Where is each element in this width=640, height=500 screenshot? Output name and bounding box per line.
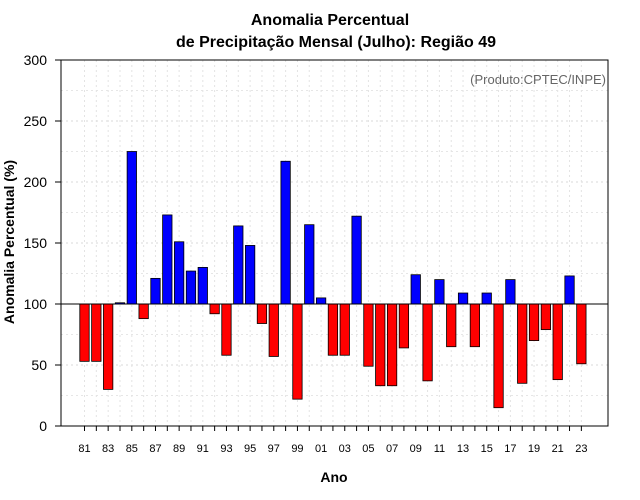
x-tick-label: 01	[315, 443, 327, 455]
bar-10	[422, 303, 433, 382]
bar-98	[280, 160, 291, 305]
bar-00	[304, 224, 315, 305]
x-tick-label: 83	[102, 443, 114, 455]
bar-99	[292, 303, 303, 400]
bar-87	[150, 277, 161, 305]
x-tick-label: 89	[173, 443, 185, 455]
bar-96	[256, 303, 268, 324]
bar-07	[386, 303, 398, 387]
chart-title-line1: Anomalia Percentual	[251, 12, 409, 29]
bar-82	[91, 303, 102, 362]
x-tick-label: 19	[528, 443, 540, 455]
bar-21	[552, 303, 563, 381]
bar-91	[197, 266, 208, 305]
bar-22	[564, 275, 575, 305]
x-tick-label: 23	[575, 443, 587, 455]
bar-90	[185, 270, 197, 305]
bar-92	[209, 303, 220, 315]
bar-88	[162, 214, 173, 305]
bar-11	[434, 279, 445, 305]
x-tick-label: 05	[362, 443, 374, 455]
bar-08	[398, 303, 410, 349]
x-tick-label: 99	[291, 443, 303, 455]
y-tick-label: 200	[24, 174, 48, 190]
y-axis: 0 50 100 150 200 250 300	[24, 52, 61, 434]
y-tick-label: 300	[24, 52, 48, 68]
bar-12	[446, 303, 457, 348]
bar-23	[576, 303, 587, 365]
x-tick-label: 95	[244, 443, 256, 455]
x-axis-label: Ano	[320, 469, 347, 485]
bar-03	[339, 303, 350, 356]
bars-group	[79, 151, 587, 409]
bar-13	[457, 292, 469, 305]
x-tick-label: 21	[552, 443, 564, 455]
bar-14	[469, 303, 480, 348]
bar-94	[233, 225, 244, 305]
y-tick-label: 150	[24, 235, 48, 251]
bar-89	[174, 241, 185, 305]
bar-18	[517, 303, 528, 384]
x-tick-label: 03	[339, 443, 351, 455]
x-tick-label: 87	[149, 443, 161, 455]
bar-17	[505, 279, 516, 305]
bar-95	[245, 245, 256, 305]
x-tick-label: 07	[386, 443, 398, 455]
x-tick-label: 09	[410, 443, 422, 455]
bar-01	[315, 297, 327, 305]
chart-title-line2: de Precipitação Mensal (Julho): Região 4…	[176, 34, 496, 51]
bar-05	[363, 303, 374, 367]
x-tick-label: 81	[78, 443, 90, 455]
bar-83	[103, 303, 114, 390]
bar-19	[528, 303, 540, 341]
bar-93	[221, 303, 232, 356]
x-tick-label: 13	[457, 443, 469, 455]
x-tick-label: 85	[126, 443, 138, 455]
y-tick-label: 0	[39, 418, 47, 434]
bar-02	[327, 303, 339, 356]
y-tick-label: 100	[24, 296, 48, 312]
credit-text: (Produto:CPTEC/INPE)	[470, 72, 606, 87]
x-tick-label: 11	[434, 443, 445, 455]
bar-06	[375, 303, 386, 387]
bar-81	[79, 303, 90, 362]
x-tick-label: 91	[197, 443, 209, 455]
bar-16	[493, 303, 504, 409]
x-tick-label: 97	[268, 443, 280, 455]
bar-85	[126, 151, 137, 305]
x-tick-label: 93	[220, 443, 232, 455]
bar-86	[138, 303, 149, 320]
bar-15	[481, 292, 492, 305]
y-tick-label: 250	[24, 113, 48, 129]
y-axis-label: Anomalia Percentual (%)	[1, 160, 17, 324]
x-axis: 81 83 85 87 89 91 93 95 97 99 01 03 05 07 09 11 13 15 17 19…	[78, 426, 587, 455]
y-tick-label: 50	[31, 357, 47, 373]
bar-09	[410, 274, 421, 305]
bar-20	[540, 303, 551, 331]
x-tick-label: 15	[481, 443, 493, 455]
bar-04	[351, 215, 362, 305]
bar-97	[268, 303, 279, 357]
x-tick-label: 17	[504, 443, 516, 455]
